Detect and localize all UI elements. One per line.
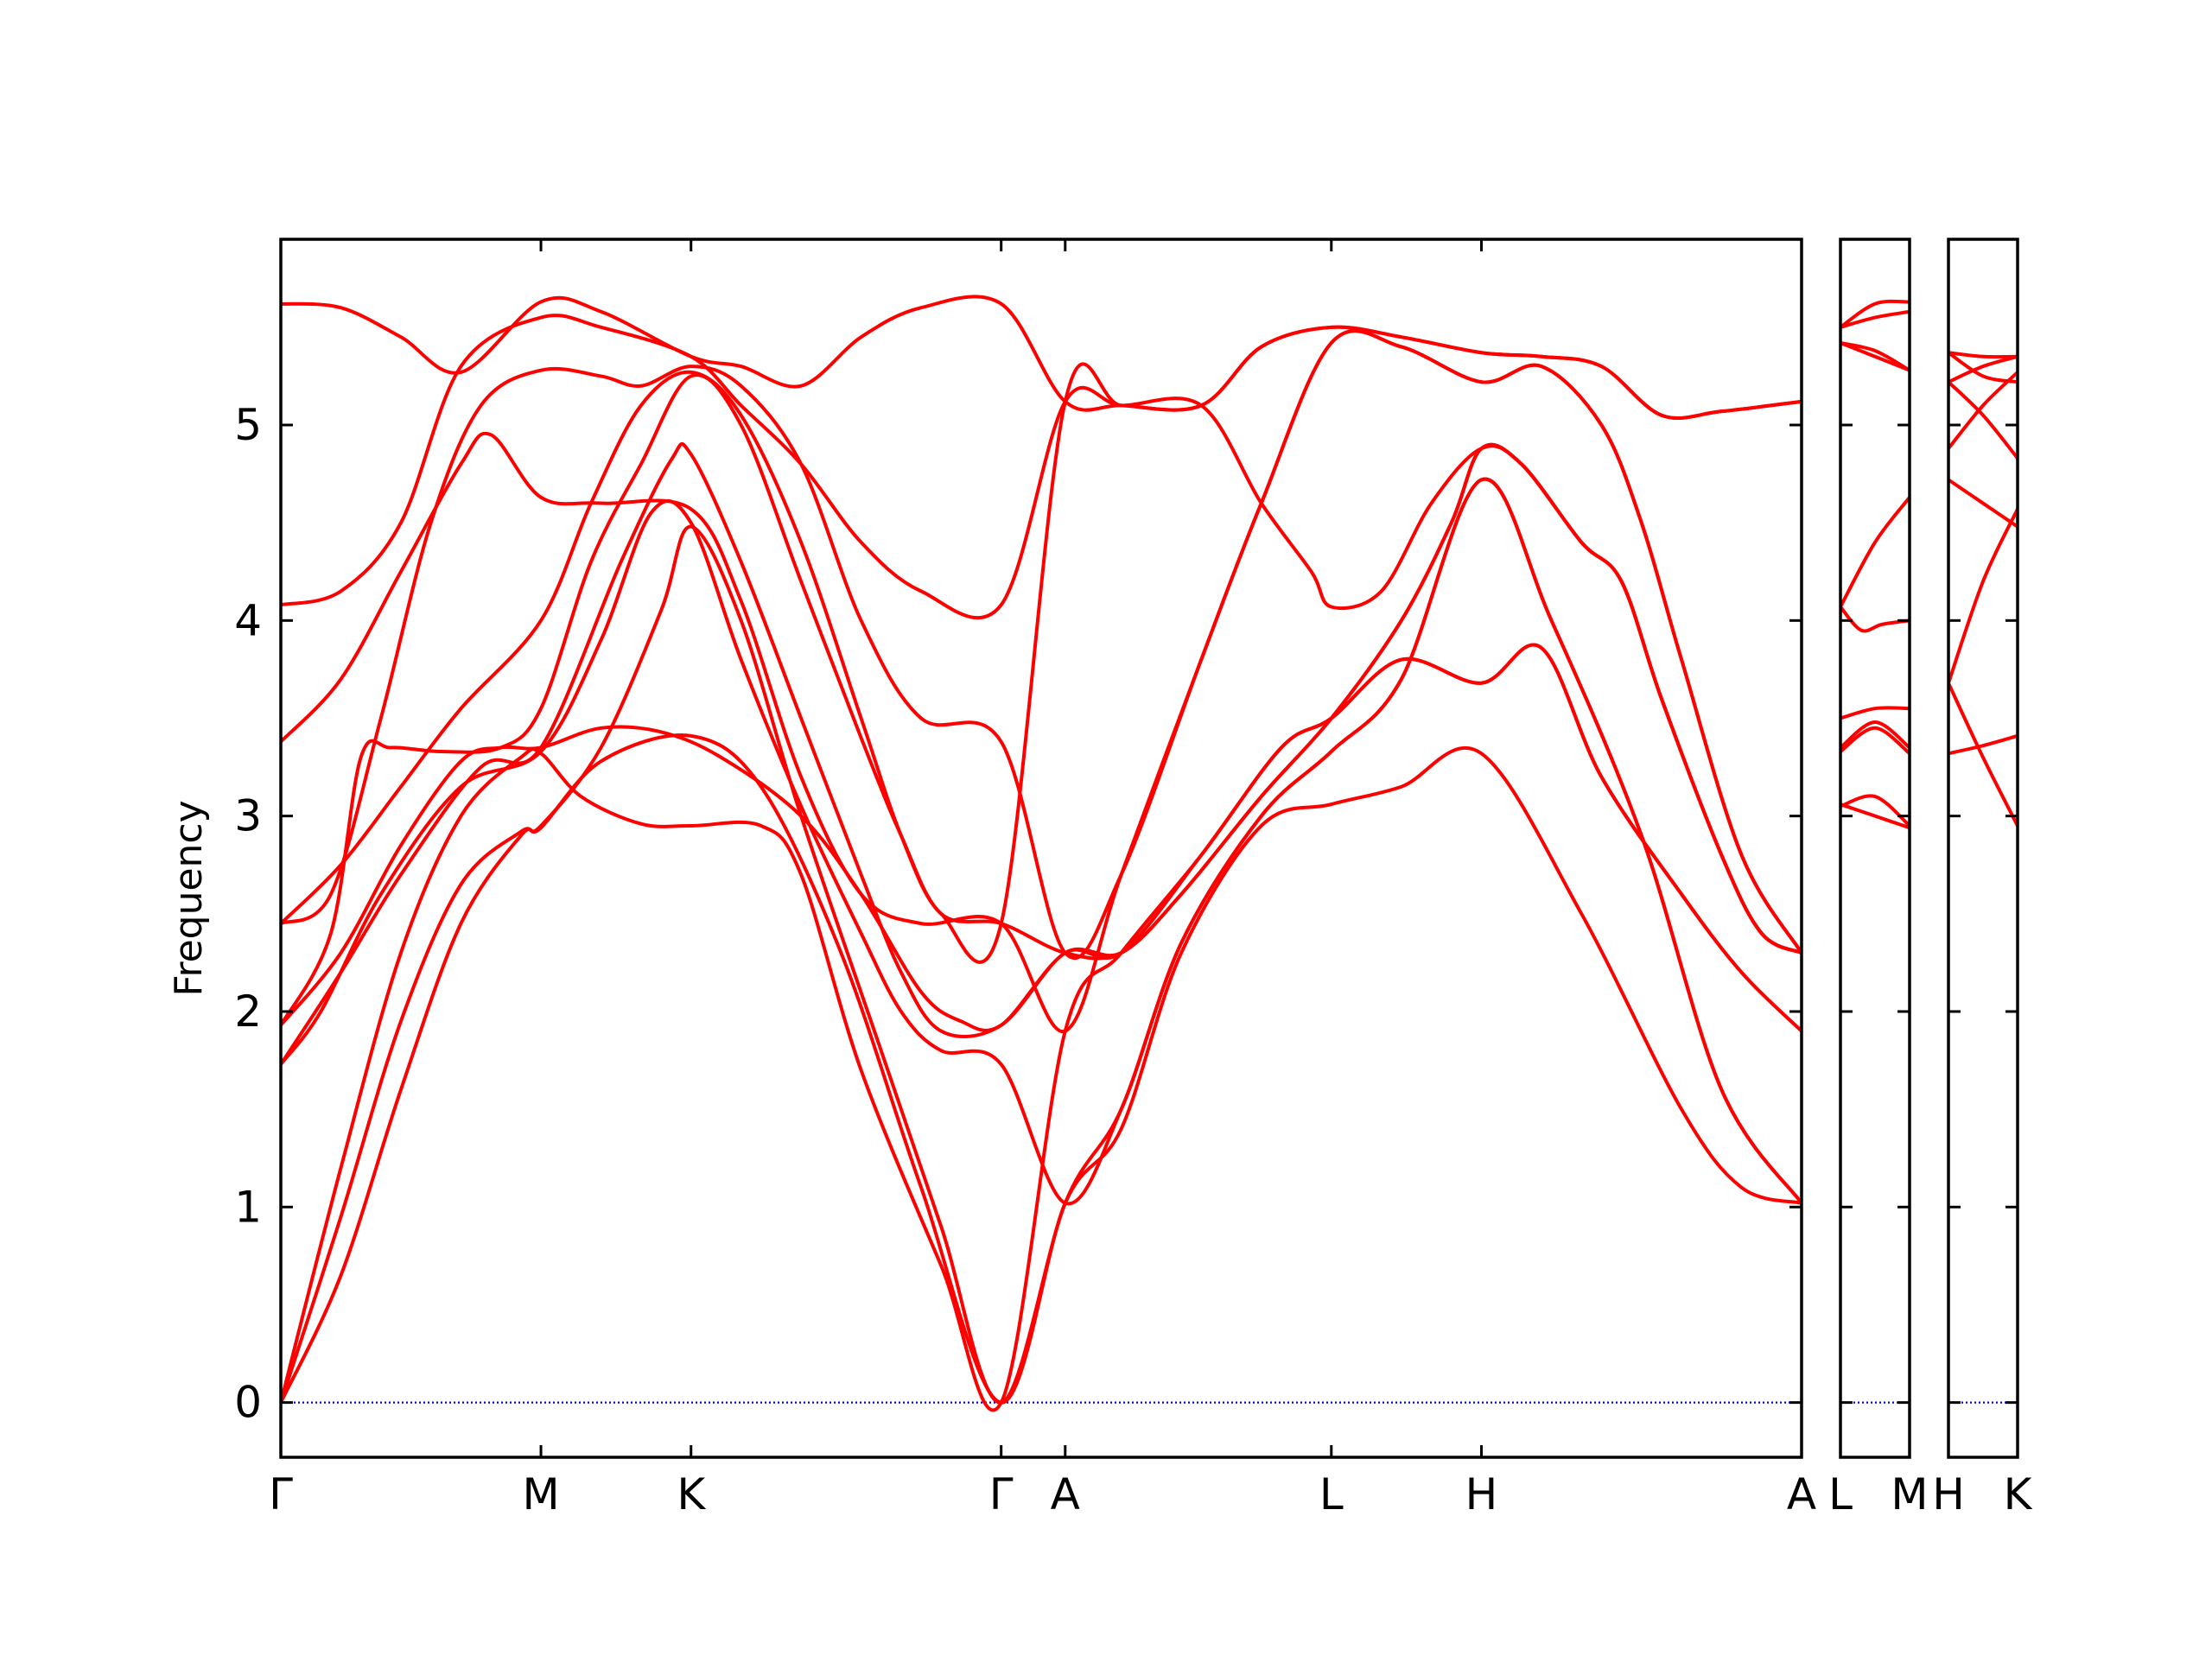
bands-main — [281, 295, 1802, 1412]
band-line-1 — [281, 733, 1802, 1405]
bands-L-M — [1840, 299, 1910, 830]
x-tick-label: Γ — [989, 1469, 1014, 1519]
y-tick-label: 1 — [234, 1182, 262, 1232]
band-line-10 — [281, 329, 1802, 1033]
band-line-11 — [281, 314, 1802, 955]
y-tick-label: 0 — [234, 1378, 262, 1428]
band-line-8 — [1948, 351, 2018, 384]
x-tick-label: L — [1319, 1469, 1344, 1519]
band-line-5 — [1948, 370, 2018, 451]
x-tick-label: M — [1891, 1469, 1928, 1519]
band-line-2 — [1948, 681, 2018, 828]
band-line-2 — [281, 477, 1802, 1405]
x-tick-label: A — [1051, 1469, 1080, 1519]
x-tick-label: H — [1465, 1469, 1498, 1519]
band-line-9 — [1840, 340, 1910, 372]
panel-frame — [1947, 238, 2019, 1459]
y-tick-label: 4 — [234, 595, 262, 645]
band-line-6 — [1948, 380, 2018, 460]
panel-frame — [279, 238, 1803, 1459]
panel-frame — [1839, 238, 1911, 1459]
band-line-5 — [1840, 706, 1910, 720]
band-line-3 — [1948, 507, 2018, 685]
band-line-12 — [281, 295, 1802, 420]
band-line-11 — [1840, 299, 1910, 329]
band-line-1 — [1840, 802, 1910, 830]
y-tick-label: 2 — [234, 986, 262, 1037]
band-line-8 — [281, 325, 1802, 964]
band-line-5 — [281, 442, 1802, 1067]
x-tick-label: H — [1932, 1469, 1965, 1519]
x-tick-label: K — [677, 1469, 706, 1519]
band-line-9 — [281, 329, 1802, 961]
y-tick-label: 5 — [234, 400, 262, 450]
band-line-7 — [1840, 495, 1910, 609]
band-line-2 — [1840, 794, 1910, 828]
band-line-8 — [1840, 340, 1910, 372]
x-tick-label: A — [1787, 1469, 1816, 1519]
band-line-4 — [281, 477, 1802, 1206]
y-axis-label: Frequency — [167, 800, 211, 996]
bands-H-K — [1948, 351, 2018, 828]
band-line-6 — [1840, 605, 1910, 633]
x-tick-label: M — [522, 1469, 559, 1519]
band-line-9 — [1948, 351, 2018, 359]
x-tick-label: Γ — [269, 1469, 293, 1519]
band-line-4 — [1948, 478, 2018, 529]
band-line-7 — [1948, 354, 2018, 384]
band-line-10 — [1840, 309, 1910, 329]
band-line-1 — [1948, 733, 2018, 756]
y-tick-label: 3 — [234, 791, 262, 841]
band-line-4 — [1840, 720, 1910, 750]
x-tick-label: L — [1828, 1469, 1853, 1519]
x-tick-label: K — [2004, 1469, 2033, 1519]
band-line-3 — [1840, 726, 1910, 756]
